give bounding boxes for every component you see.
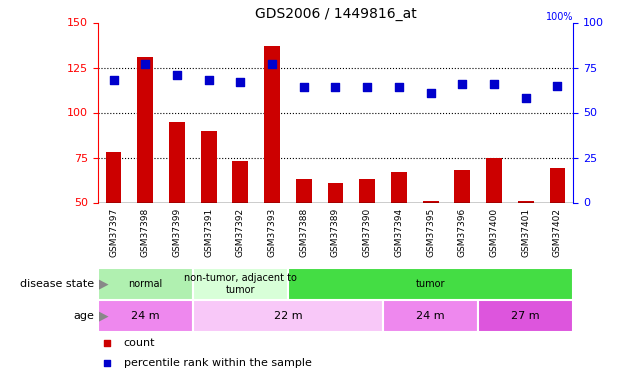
- Bar: [193, 268, 288, 300]
- Point: [553, 82, 563, 88]
- Point: [108, 77, 118, 83]
- Point: [426, 90, 436, 96]
- Bar: [201, 130, 217, 203]
- Bar: [232, 161, 248, 202]
- Text: GSM37389: GSM37389: [331, 208, 340, 257]
- Point: [102, 340, 112, 346]
- Text: GSM37402: GSM37402: [553, 208, 562, 257]
- Bar: [383, 300, 478, 332]
- Text: GSM37392: GSM37392: [236, 208, 245, 257]
- Text: GSM37399: GSM37399: [173, 208, 181, 257]
- Bar: [264, 46, 280, 203]
- Point: [331, 84, 341, 90]
- Text: GSM37394: GSM37394: [394, 208, 403, 257]
- Bar: [296, 179, 312, 203]
- Text: normal: normal: [128, 279, 163, 289]
- Text: ▶: ▶: [99, 278, 108, 291]
- Bar: [391, 172, 407, 202]
- Text: GSM37390: GSM37390: [363, 208, 372, 257]
- Bar: [478, 300, 573, 332]
- Point: [172, 72, 182, 78]
- Text: GSM37391: GSM37391: [204, 208, 213, 257]
- Bar: [137, 57, 153, 202]
- Point: [236, 79, 246, 85]
- Bar: [423, 201, 438, 202]
- Text: non-tumor, adjacent to
tumor: non-tumor, adjacent to tumor: [184, 273, 297, 295]
- Title: GDS2006 / 1449816_at: GDS2006 / 1449816_at: [255, 8, 416, 21]
- Point: [203, 77, 214, 83]
- Text: GSM37396: GSM37396: [458, 208, 467, 257]
- Bar: [106, 152, 122, 202]
- Text: GSM37397: GSM37397: [109, 208, 118, 257]
- Text: ▶: ▶: [99, 309, 108, 322]
- Point: [489, 81, 499, 87]
- Bar: [98, 300, 193, 332]
- Text: 22 m: 22 m: [273, 311, 302, 321]
- Point: [102, 360, 112, 366]
- Bar: [288, 268, 573, 300]
- Point: [394, 84, 404, 90]
- Text: disease state: disease state: [20, 279, 94, 289]
- Text: GSM37398: GSM37398: [140, 208, 150, 257]
- Point: [299, 84, 309, 90]
- Bar: [518, 201, 534, 202]
- Text: GSM37395: GSM37395: [426, 208, 435, 257]
- Text: 24 m: 24 m: [131, 311, 159, 321]
- Bar: [98, 268, 193, 300]
- Bar: [193, 300, 383, 332]
- Text: GSM37388: GSM37388: [299, 208, 308, 257]
- Bar: [454, 170, 470, 202]
- Text: count: count: [124, 338, 156, 348]
- Bar: [328, 183, 343, 203]
- Text: GSM37401: GSM37401: [521, 208, 530, 257]
- Point: [140, 61, 151, 67]
- Bar: [486, 158, 502, 203]
- Text: 27 m: 27 m: [512, 311, 540, 321]
- Point: [521, 95, 531, 101]
- Point: [457, 81, 467, 87]
- Text: GSM37400: GSM37400: [490, 208, 498, 257]
- Bar: [169, 122, 185, 202]
- Bar: [549, 168, 565, 202]
- Text: 24 m: 24 m: [416, 311, 445, 321]
- Point: [362, 84, 372, 90]
- Text: GSM37393: GSM37393: [268, 208, 277, 257]
- Text: age: age: [74, 311, 94, 321]
- Text: percentile rank within the sample: percentile rank within the sample: [124, 358, 312, 368]
- Point: [267, 61, 277, 67]
- Text: 100%: 100%: [546, 12, 573, 22]
- Bar: [359, 179, 375, 203]
- Text: tumor: tumor: [416, 279, 445, 289]
